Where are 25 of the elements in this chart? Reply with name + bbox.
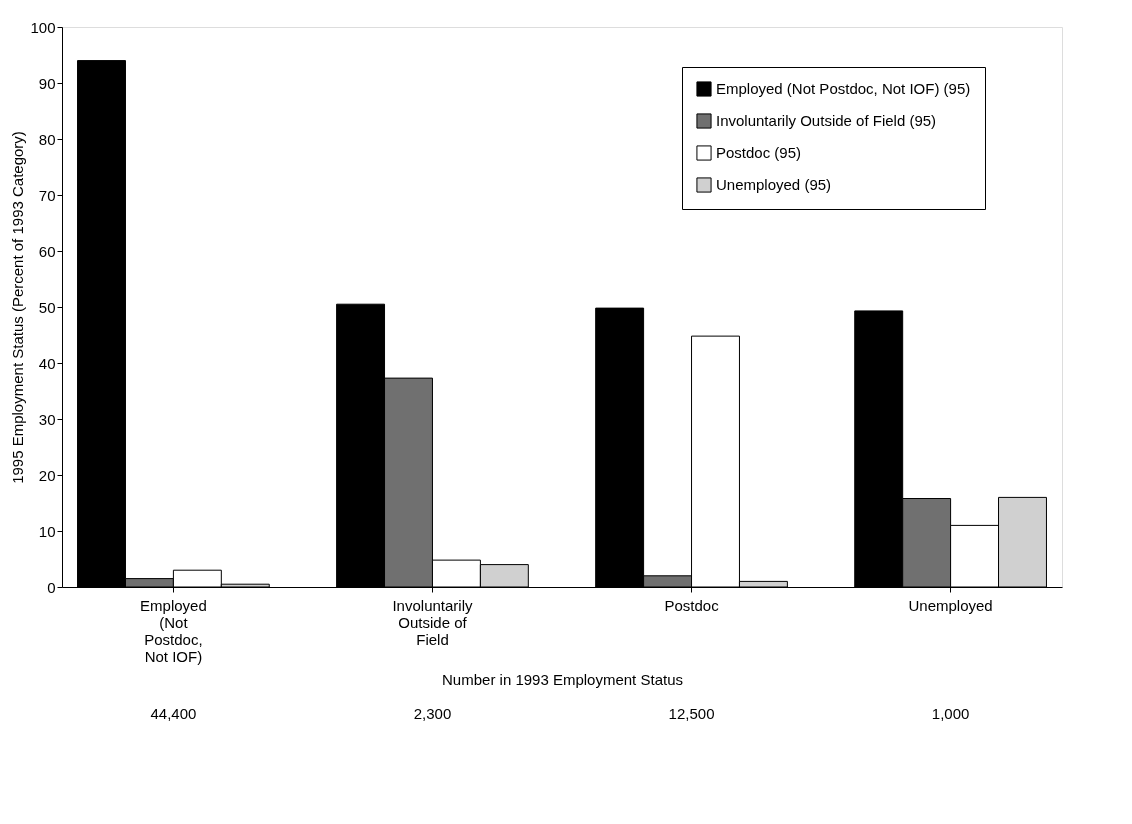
y-tick-label: 30	[38, 410, 56, 428]
legend-label: Employed (Not Postdoc, Not IOF) (95)	[716, 80, 971, 97]
text: 12,500	[668, 705, 715, 722]
x-tick-label: Employed (Not Postdoc, Not IOF)	[140, 596, 207, 665]
y-tick-label: 60	[38, 242, 56, 260]
x-tick-label: Postdoc	[664, 596, 720, 614]
y-tick-label: 70	[38, 186, 56, 204]
x-tick-label: Involuntarily Outside of Field	[392, 596, 473, 648]
legend-label: Involuntarily Outside of Field (95)	[716, 112, 937, 129]
y-tick-label: 90	[38, 74, 56, 92]
legend-label: Postdoc (95)	[716, 144, 802, 161]
y-axis-title: 1995 Employment Status (Percent of 1993 Category)	[9, 131, 27, 484]
y-tick-label: 100	[30, 18, 56, 36]
y-tick-label: 20	[38, 466, 56, 484]
y-tick-label: 50	[38, 298, 56, 316]
text: 2,300	[413, 705, 452, 722]
y-tick-label: 80	[38, 130, 56, 148]
text: 44,400	[150, 705, 197, 722]
text: 1,000	[931, 705, 970, 722]
legend-label: Unemployed (95)	[716, 176, 832, 193]
x-tick-label: Unemployed	[908, 596, 993, 614]
y-tick-label: 10	[38, 522, 56, 540]
y-tick-label: 0	[47, 578, 56, 596]
y-tick-label: 40	[38, 354, 56, 372]
x-axis-title: Number in 1993 Employment Status	[442, 670, 683, 688]
